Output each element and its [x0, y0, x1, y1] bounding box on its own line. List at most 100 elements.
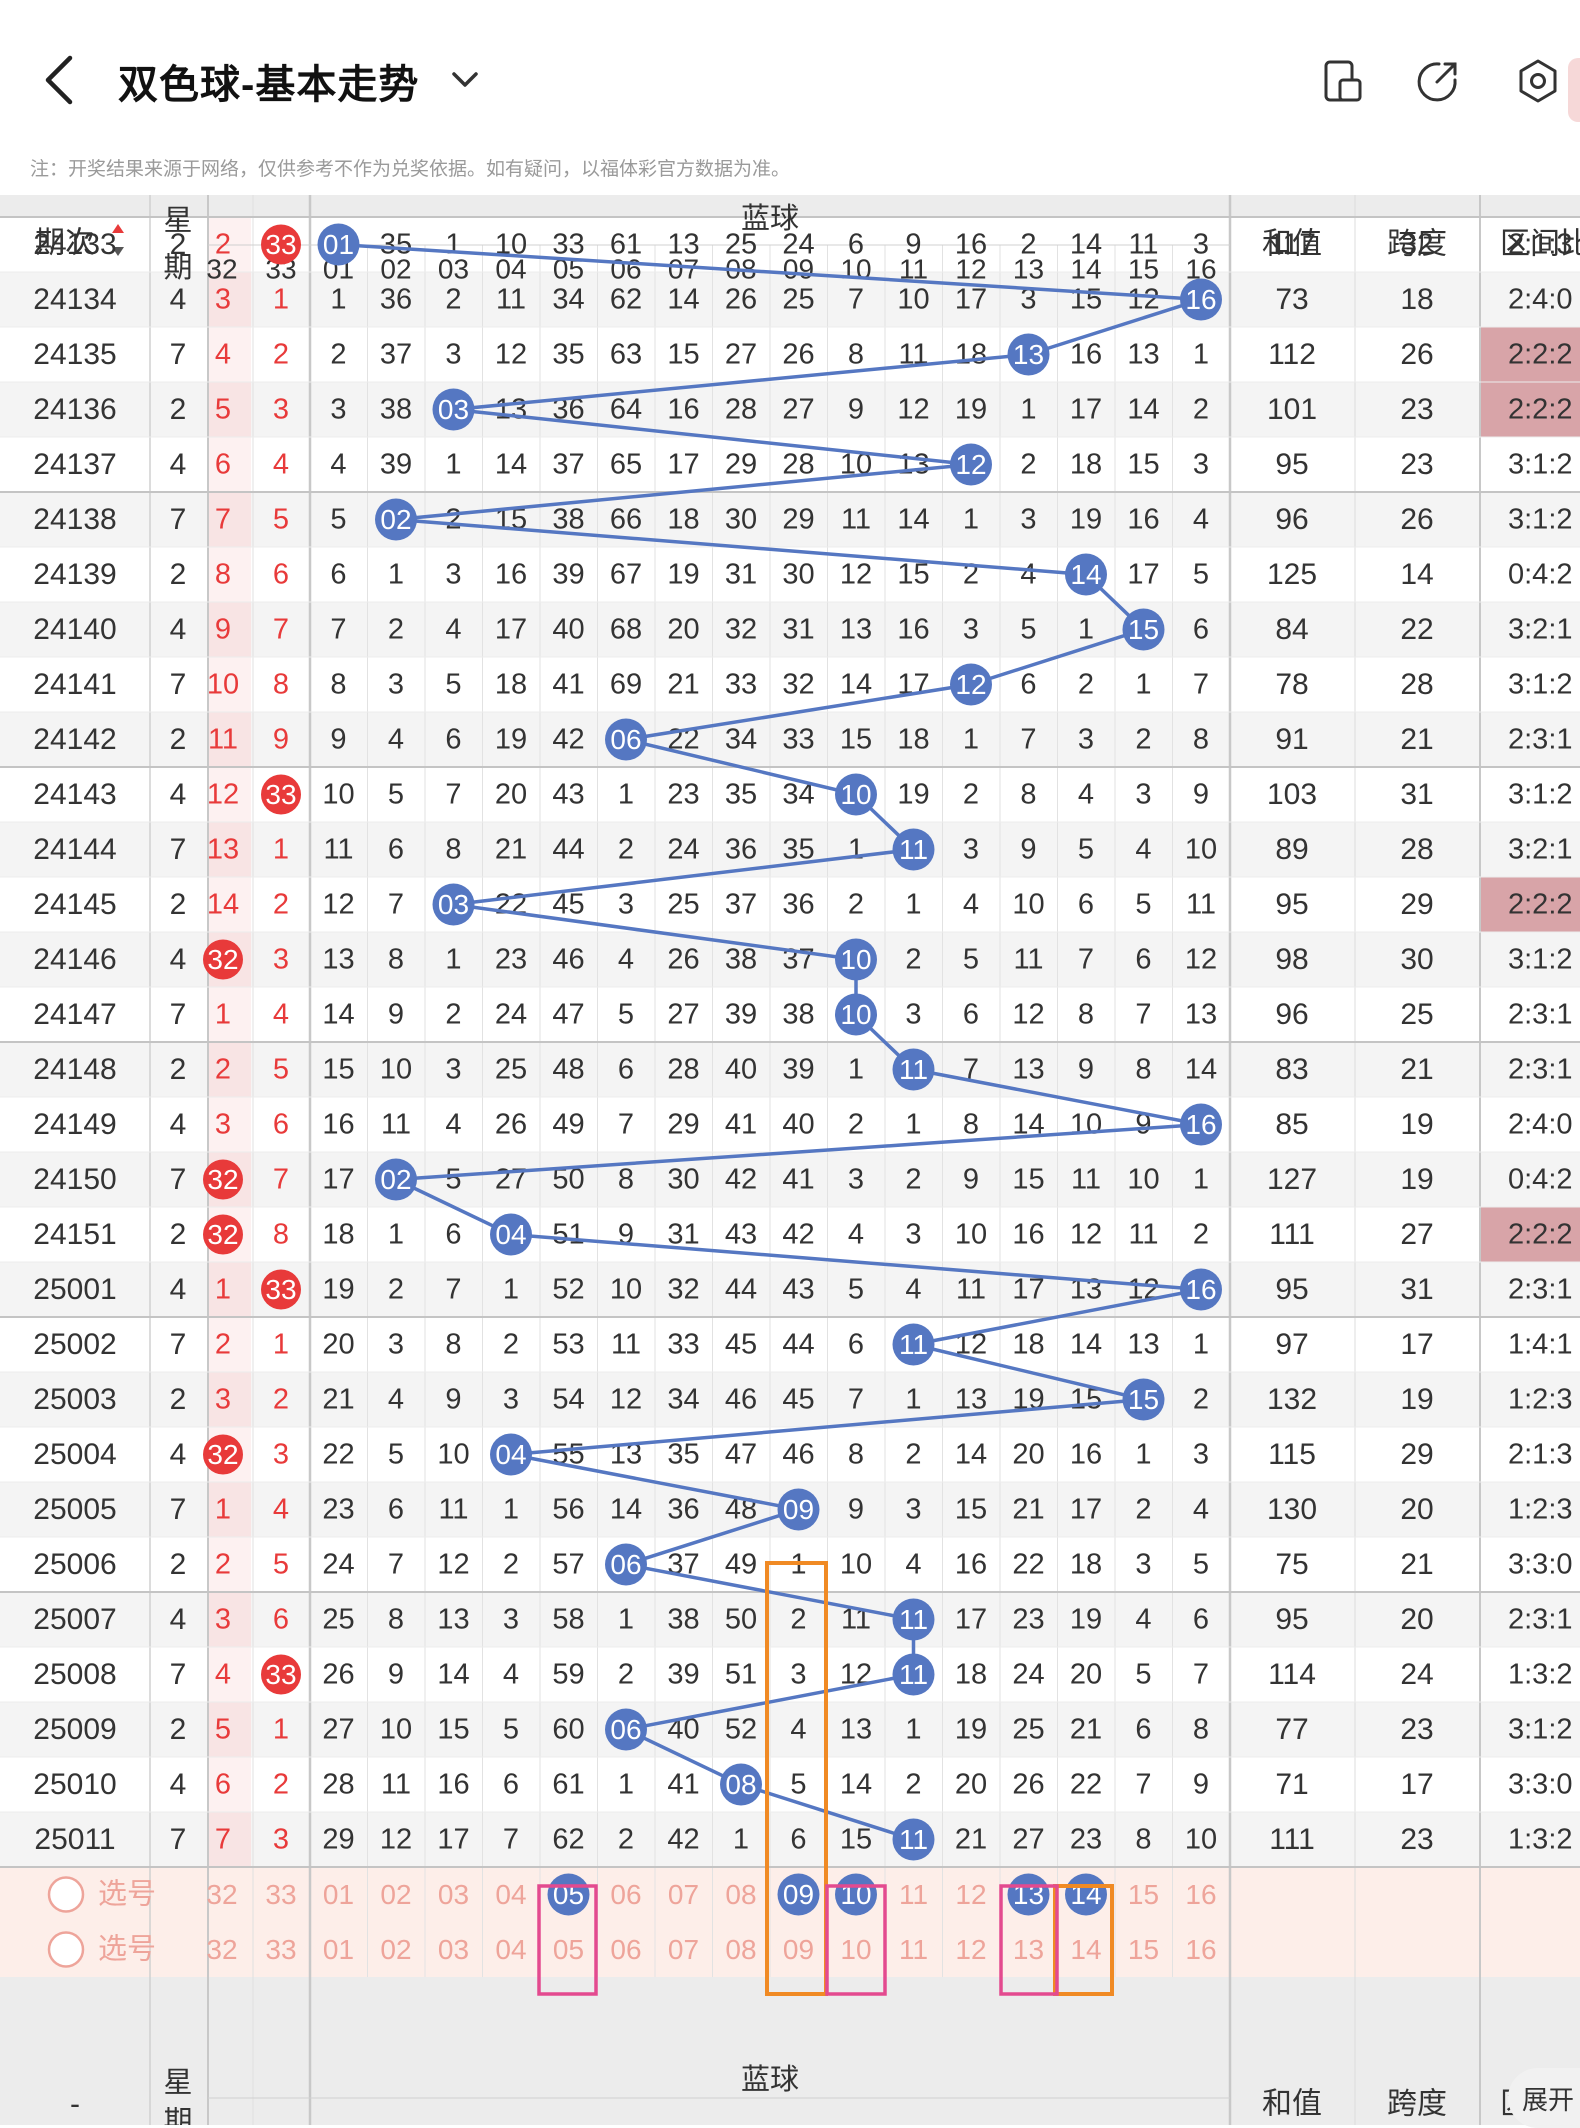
week-day: 2: [170, 393, 187, 426]
phone-layout-icon[interactable]: [1320, 58, 1366, 104]
chevron-down-icon[interactable]: [448, 64, 482, 94]
red-ball-number: 32: [207, 1219, 238, 1250]
select-row-label[interactable]: 选号: [98, 1933, 156, 1966]
week-day: 7: [170, 503, 187, 536]
blue-omission: 34: [725, 724, 757, 756]
select-blue-number[interactable]: 06: [610, 1934, 641, 1965]
blue-omission: 2: [1135, 1494, 1151, 1526]
red-omission: 6: [273, 1109, 289, 1141]
select-blue-number[interactable]: 04: [495, 1934, 526, 1965]
blue-omission: 5: [963, 944, 979, 976]
select-blue-number[interactable]: 15: [1128, 1879, 1159, 1910]
select-blue-number[interactable]: 07: [668, 1879, 699, 1910]
select-blue-number[interactable]: 02: [380, 1879, 411, 1910]
settings-icon[interactable]: [1515, 58, 1561, 104]
selected-blue-ball[interactable]: [777, 1873, 820, 1916]
select-blue-number[interactable]: 11: [899, 1934, 928, 1965]
select-blue-number[interactable]: 05: [553, 1934, 584, 1965]
select-red-number[interactable]: 33: [265, 1934, 296, 1965]
issue-number: 24150: [33, 1163, 116, 1196]
select-red-number[interactable]: 32: [206, 1879, 237, 1910]
blue-omission: 8: [445, 1329, 461, 1361]
select-blue-number[interactable]: 08: [725, 1934, 756, 1965]
select-blue-number[interactable]: 03: [438, 1879, 469, 1910]
select-blue-number[interactable]: 01: [323, 1879, 354, 1910]
back-icon[interactable]: [40, 52, 80, 108]
select-red-number[interactable]: 33: [265, 1879, 296, 1910]
blue-ball: [605, 1708, 647, 1751]
selected-blue-number[interactable]: 10: [840, 1879, 871, 1910]
blue-ball-number: 11: [899, 1604, 928, 1635]
blue-omission: 35: [380, 229, 412, 261]
select-blue-number[interactable]: 02: [380, 1934, 411, 1965]
side-handle[interactable]: [1568, 58, 1580, 122]
blue-omission: 7: [1020, 724, 1036, 756]
red-omission: 7: [273, 614, 289, 646]
blue-omission: 11: [323, 834, 353, 866]
blue-omission: 10: [1185, 1824, 1217, 1856]
blue-omission: 34: [667, 1384, 699, 1416]
blue-omission: 12: [1185, 944, 1217, 976]
select-blue-number[interactable]: 16: [1185, 1934, 1216, 1965]
selected-blue-number[interactable]: 13: [1013, 1879, 1044, 1910]
sort-down-icon[interactable]: [112, 247, 124, 256]
select-blue-number[interactable]: 14: [1070, 1934, 1101, 1965]
blue-omission: 5: [503, 1714, 519, 1746]
select-blue-number[interactable]: 03: [438, 1934, 469, 1965]
week-day: 2: [170, 888, 187, 921]
blue-omission: 20: [495, 779, 527, 811]
blue-omission: 2: [618, 1659, 634, 1691]
issue-column-header[interactable]: 期次: [35, 227, 95, 260]
blue-omission: 7: [1193, 1659, 1209, 1691]
selected-blue-number[interactable]: 09: [783, 1879, 814, 1910]
blue-ball-number: 16: [1185, 1109, 1216, 1140]
selected-blue-number[interactable]: 14: [1070, 1879, 1101, 1910]
blue-omission: 14: [897, 504, 929, 536]
week-day: 4: [170, 778, 187, 811]
select-blue-number[interactable]: 10: [840, 1934, 871, 1965]
select-blue-number[interactable]: 13: [1013, 1934, 1044, 1965]
red-cell-bg: [209, 1812, 251, 1867]
selected-blue-ball[interactable]: [835, 1873, 877, 1916]
select-blue-number[interactable]: 09: [783, 1934, 814, 1965]
select-blue-number[interactable]: 01: [323, 1934, 354, 1965]
select-radio[interactable]: [47, 1876, 85, 1913]
select-blue-number[interactable]: 08: [725, 1879, 756, 1910]
select-blue-number[interactable]: 12: [955, 1879, 986, 1910]
red-omission: 5: [273, 1549, 289, 1581]
select-row-label[interactable]: 选号: [98, 1878, 156, 1911]
sum-value: 98: [1275, 943, 1308, 976]
share-icon[interactable]: [1415, 58, 1461, 104]
blue-omission: 5: [848, 1274, 864, 1306]
blue-omission: 24: [495, 999, 527, 1031]
blue-omission: 3: [905, 1219, 921, 1251]
select-blue-number[interactable]: 11: [899, 1879, 928, 1910]
select-blue-number[interactable]: 07: [668, 1934, 699, 1965]
blue-omission: 5: [388, 779, 404, 811]
expand-button[interactable]: 展开: [1508, 2068, 1580, 2128]
blue-omission: 13: [1127, 1329, 1159, 1361]
select-blue-number[interactable]: 12: [955, 1934, 986, 1965]
blue-omission: 11: [1071, 1164, 1101, 1196]
span-value: 20: [1400, 1603, 1433, 1636]
selected-blue-ball[interactable]: [547, 1873, 590, 1916]
blue-omission: 8: [848, 1439, 864, 1471]
select-blue-number[interactable]: 04: [495, 1879, 526, 1910]
select-radio[interactable]: [47, 1931, 85, 1968]
footer-sum: 和值: [1262, 2088, 1322, 2121]
blue-omission: 22: [1070, 1769, 1102, 1801]
red-cell-bg: [209, 1042, 251, 1097]
select-blue-number[interactable]: 06: [610, 1879, 641, 1910]
blue-omission: 2: [1135, 724, 1151, 756]
week-day: 2: [170, 1713, 187, 1746]
select-red-number[interactable]: 32: [206, 1934, 237, 1965]
sum-value: 95: [1275, 448, 1308, 481]
selected-blue-ball[interactable]: [1007, 1873, 1050, 1916]
select-blue-number[interactable]: 15: [1128, 1934, 1159, 1965]
selected-blue-number[interactable]: 05: [553, 1879, 584, 1910]
ratio-value: 3:2:1: [1508, 614, 1573, 646]
select-blue-number[interactable]: 16: [1185, 1879, 1216, 1910]
sort-up-icon[interactable]: [112, 224, 124, 233]
table-row: [0, 492, 1580, 547]
